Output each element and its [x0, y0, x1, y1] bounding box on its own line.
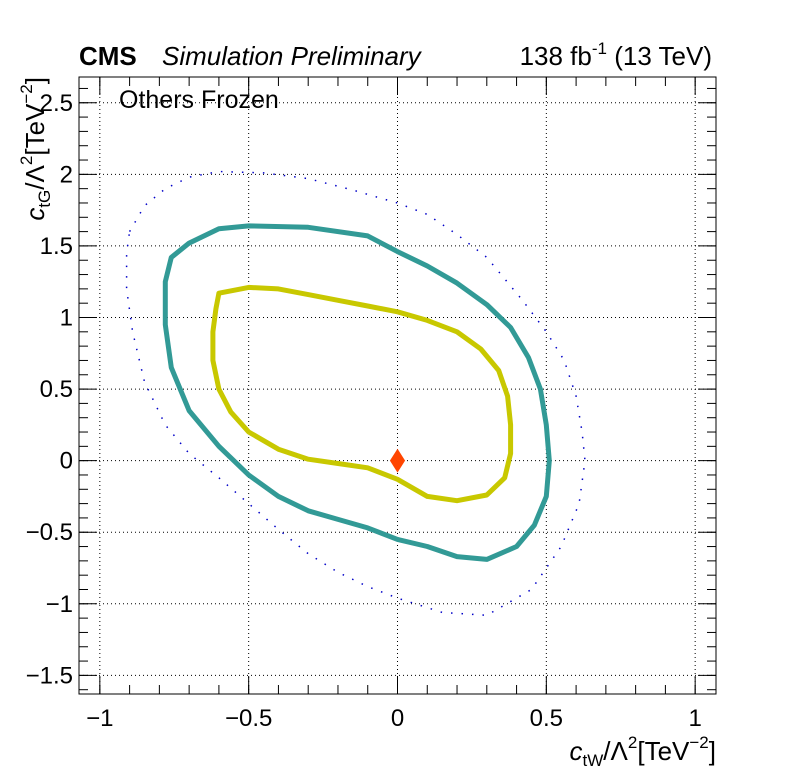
experiment-label: CMS: [79, 41, 137, 71]
x-tick-label: 1: [688, 705, 701, 732]
x-label-sub: tW: [583, 751, 604, 770]
lumi-suffix: (13 TeV): [607, 41, 712, 71]
y-label-unit-close: ]: [20, 77, 50, 84]
x-label-unit-sup: −2: [689, 733, 708, 752]
y-tick-label: 2.5: [40, 90, 73, 117]
lumi-label: 138 fb-1 (13 TeV): [520, 39, 712, 71]
lumi-exponent: -1: [592, 39, 607, 58]
y-tick-label: 2: [60, 161, 73, 188]
best-fit-marker: [389, 448, 406, 473]
annotation-label: Others Frozen: [119, 86, 279, 114]
y-label-unit-open: [TeV: [20, 103, 50, 156]
lumi-prefix: 138 fb: [520, 41, 592, 71]
x-tick-label: −1: [86, 705, 113, 732]
y-tick-label: 0: [60, 448, 73, 475]
y-axis-ticks: −1.5 −1 −0.5 0 0.5 1 1.5 2 2.5: [26, 87, 716, 691]
y-tick-label: −1: [46, 591, 73, 618]
x-tick-label: 0: [391, 705, 404, 732]
x-label-unit-close: ]: [709, 736, 716, 766]
y-label-base: c: [20, 208, 50, 221]
grid-lines: [79, 77, 716, 694]
contour-line-2: [162, 223, 552, 562]
y-label-sup: 2: [17, 156, 36, 165]
y-tick-label: 1: [60, 305, 73, 332]
x-axis-ticks: −1 −0.5 0 0.5 1: [86, 77, 702, 732]
best-fit-point: [389, 448, 406, 473]
y-label-sub: tG: [35, 190, 54, 208]
x-tick-label: −0.5: [225, 705, 272, 732]
x-axis-label: ctW/Λ2[TeV−2]: [570, 733, 717, 770]
x-label-unit-open: [TeV: [637, 736, 690, 766]
status-label: Simulation Preliminary: [162, 41, 423, 71]
y-axis-label: ctG/Λ2[TeV−2]: [17, 77, 54, 221]
x-label-sup: 2: [628, 733, 637, 752]
x-label-mid: /Λ: [603, 736, 628, 766]
x-tick-label: 0.5: [530, 705, 563, 732]
x-label-base: c: [570, 736, 583, 766]
contour-line-1: [210, 284, 514, 504]
contour-series: [125, 170, 586, 617]
y-label-mid: /Λ: [20, 164, 50, 189]
y-tick-label: 1.5: [40, 233, 73, 260]
y-tick-label: −0.5: [26, 519, 73, 546]
y-tick-label: −1.5: [26, 662, 73, 689]
y-label-unit-sup: −2: [17, 84, 36, 103]
y-tick-label: 0.5: [40, 376, 73, 403]
